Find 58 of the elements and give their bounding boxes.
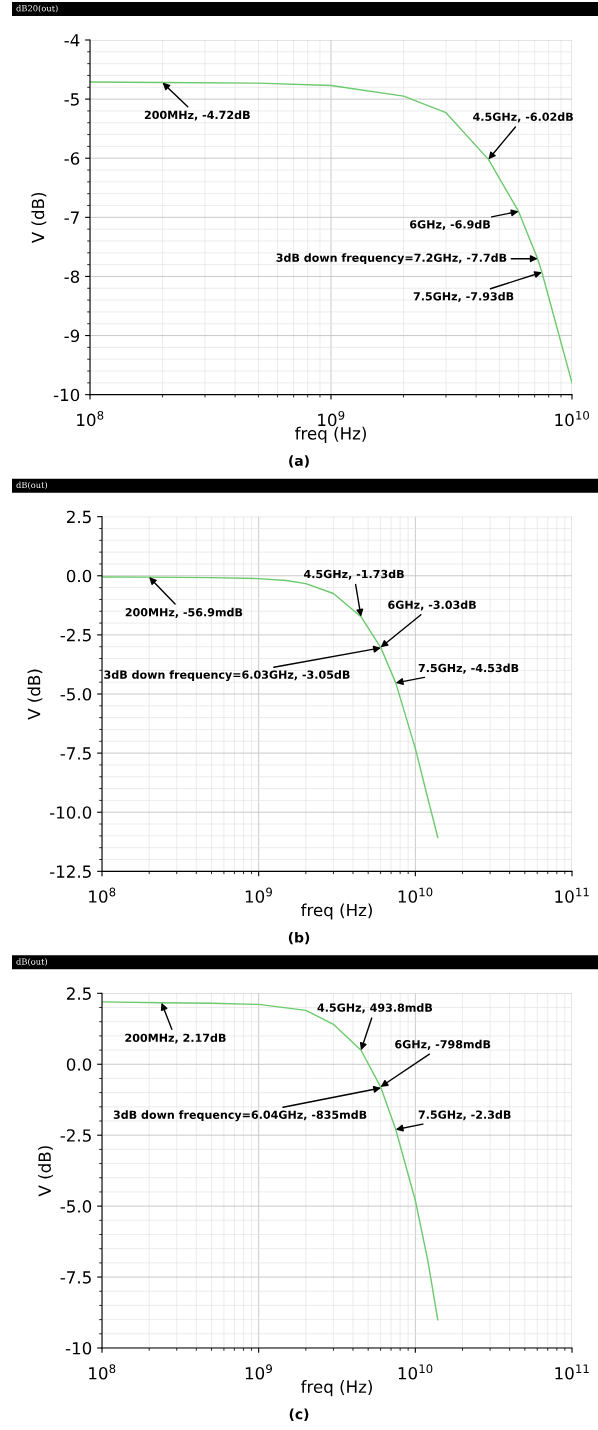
x-tick-label: 10$^{11}$ xyxy=(555,887,589,903)
y-tick-label: 2.5 xyxy=(66,987,91,1000)
annotation: 4.5GHz, -1.73dB xyxy=(304,569,404,580)
x-tick-label: 10$^{10}$ xyxy=(398,887,433,903)
annotation: 4.5GHz, -6.02dB xyxy=(473,112,573,123)
chart-title: dB20(out) xyxy=(16,4,58,13)
y-tick-label: 0.0 xyxy=(66,1058,92,1071)
annotation: 6GHz, -6.9dB xyxy=(410,219,490,230)
annotation: 3dB down frequency=6.03GHz, -3.05dB xyxy=(104,670,350,682)
y-axis-title: V (dB) xyxy=(38,1146,53,1197)
annotation: 6GHz, -798mdB xyxy=(395,1039,491,1050)
annotation: 3dB down frequency=7.2GHz, -7.7dB xyxy=(276,253,507,265)
annotation: 3dB down frequency=6.04GHz, -835mdB xyxy=(113,1110,367,1122)
y-tick-label: -5 xyxy=(64,93,79,106)
y-tick-label: -10 xyxy=(53,388,80,402)
annotation: 7.5GHz, -2.3dB xyxy=(418,1110,511,1121)
annotation: 7.5GHz, -7.93dB xyxy=(413,291,514,302)
annotation: 200MHz, -4.72dB xyxy=(144,110,250,121)
annotation: 7.5GHz, -4.53dB xyxy=(418,663,519,674)
x-tick-label: 10$^{9}$ xyxy=(318,410,345,427)
text: (a) xyxy=(289,455,309,468)
text: (b) xyxy=(288,931,310,945)
y-axis-title: V (dB) xyxy=(31,192,47,244)
y-tick-label: -7.5 xyxy=(60,747,91,760)
annotation: 4.5GHz, 493.8mdB xyxy=(317,1003,433,1014)
y-axis-title: V (dB) xyxy=(27,669,43,720)
x-tick-label: 10$^{8}$ xyxy=(89,887,116,903)
y-tick-label: -4 xyxy=(64,34,80,47)
y-tick-label: -5.0 xyxy=(60,1200,92,1213)
annotation: 200MHz, -56.9mdB xyxy=(125,607,243,618)
y-tick-label: -12.5 xyxy=(49,865,91,878)
x-tick-label: 10$^{8}$ xyxy=(77,410,104,427)
x-axis-title: freq (Hz) xyxy=(301,903,372,920)
y-tick-label: -8 xyxy=(64,270,80,284)
y-tick-label: 2.5 xyxy=(66,510,91,524)
text: dB(out) xyxy=(16,481,48,490)
x-tick-label: 10$^{11}$ xyxy=(555,1364,589,1380)
x-tick-label: 10$^{9}$ xyxy=(245,887,272,903)
y-tick-label: -2.5 xyxy=(60,628,91,642)
y-tick-label: -2.5 xyxy=(60,1129,91,1142)
x-tick-label: 10$^{8}$ xyxy=(89,1364,116,1380)
x-axis-title: freq (Hz) xyxy=(301,1380,372,1397)
y-tick-label: -10.0 xyxy=(49,806,92,819)
x-tick-label: 10$^{10}$ xyxy=(555,410,590,427)
y-tick-label: -5.0 xyxy=(60,687,92,701)
text: (c) xyxy=(289,1408,309,1421)
x-tick-label: 10$^{10}$ xyxy=(398,1364,433,1380)
annotation: 200MHz, 2.17dB xyxy=(125,1033,226,1044)
text: dB(out) xyxy=(16,958,48,966)
y-tick-label: -9 xyxy=(64,329,80,343)
annotation: 6GHz, -3.03dB xyxy=(388,600,476,611)
y-tick-label: -7.5 xyxy=(60,1271,91,1284)
y-tick-label: -10 xyxy=(65,1341,92,1355)
y-tick-label: -6 xyxy=(64,152,80,165)
y-tick-label: 0.0 xyxy=(66,569,92,583)
x-axis-title: freq (Hz) xyxy=(295,426,366,443)
x-tick-label: 10$^{9}$ xyxy=(245,1364,272,1380)
y-tick-label: -7 xyxy=(64,211,79,224)
